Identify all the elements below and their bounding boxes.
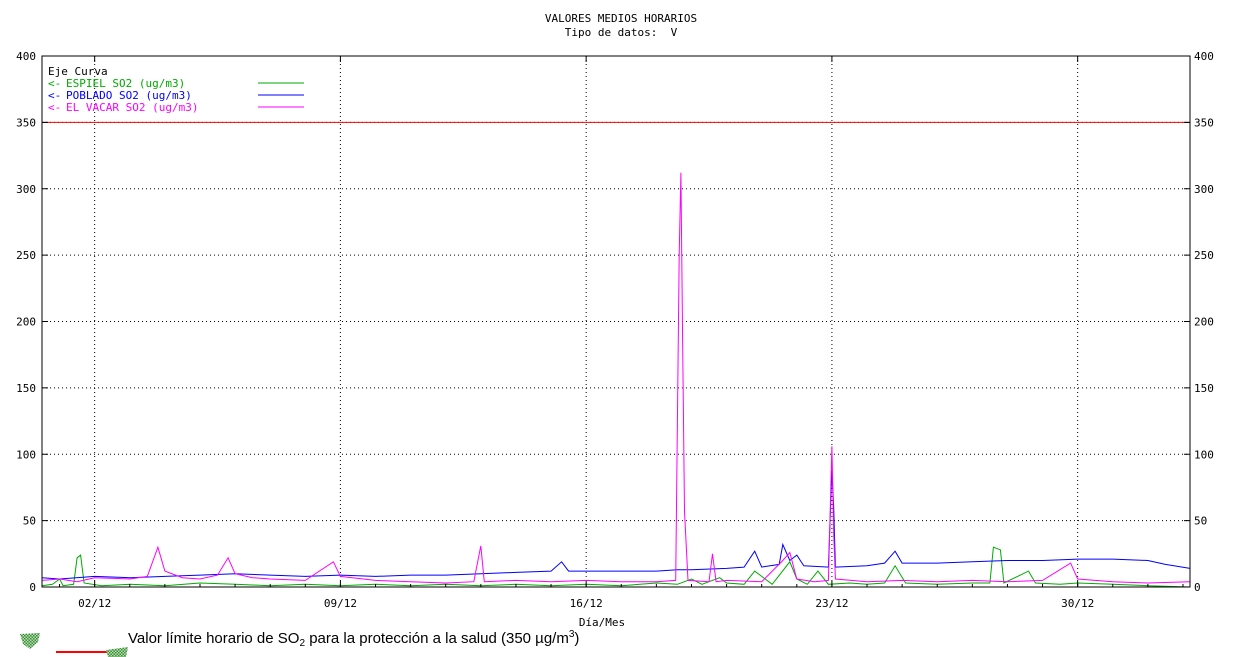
x-ticks: 02/12 09/12 16/12 23/12 30/12 bbox=[59, 56, 1184, 610]
y-tick-label: 350 bbox=[16, 116, 36, 129]
y-tick-label: 50 bbox=[23, 515, 36, 528]
y-tick-label: 300 bbox=[16, 183, 36, 196]
y-tick-label-right: 100 bbox=[1194, 448, 1214, 461]
y-tick-label-right: 350 bbox=[1194, 116, 1214, 129]
legend-series-name: ESPIEL SO2 (ug/m3) bbox=[66, 77, 185, 90]
y-tick-label-right: 0 bbox=[1194, 581, 1201, 594]
y-tick-label-right: 400 bbox=[1194, 50, 1214, 63]
y-tick-label-right: 50 bbox=[1194, 515, 1207, 528]
y-tick-label: 0 bbox=[29, 581, 36, 594]
series-line-1 bbox=[41, 546, 1191, 588]
legend-series-name: POBLADO SO2 (ug/m3) bbox=[66, 89, 192, 102]
x-tick-label: 09/12 bbox=[324, 597, 357, 610]
x-tick-label: 23/12 bbox=[815, 597, 848, 610]
y-tick-label-right: 150 bbox=[1194, 382, 1214, 395]
limit-note-sup: 3 bbox=[568, 629, 575, 640]
limit-line-swatch bbox=[56, 651, 116, 653]
limit-note-sub: 2 bbox=[299, 638, 306, 649]
y-ticks: 0 0 50 50 100 100 150 150 200 200 250 250 300 300 350 3… bbox=[16, 50, 1214, 594]
x-tick-label: 30/12 bbox=[1061, 597, 1094, 610]
legend-axis-marker: <- bbox=[48, 101, 61, 114]
series-line-3 bbox=[41, 172, 1191, 584]
grid bbox=[42, 56, 1190, 587]
limit-note-main: Valor límite horario de SO bbox=[128, 630, 300, 647]
y-tick-label: 150 bbox=[16, 382, 36, 395]
limit-note-mid: para la protección a la salud (350 µg/m bbox=[305, 630, 569, 647]
y-tick-label-right: 200 bbox=[1194, 316, 1214, 329]
legend-axis-marker: <- bbox=[48, 77, 61, 90]
y-tick-label: 250 bbox=[16, 249, 36, 262]
series-line-2 bbox=[41, 470, 1191, 580]
chart-subtitle: Tipo de datos: V bbox=[565, 26, 678, 39]
y-tick-label: 200 bbox=[16, 316, 36, 329]
y-tick-label-right: 300 bbox=[1194, 183, 1214, 196]
hatched-logo-icon bbox=[20, 633, 40, 649]
legend-series-name: EL VACAR SO2 (ug/m3) bbox=[66, 101, 198, 114]
x-tick-label: 16/12 bbox=[570, 597, 603, 610]
y-tick-label: 400 bbox=[16, 50, 36, 63]
hatched-marker-icon bbox=[106, 647, 128, 657]
x-tick-label: 02/12 bbox=[78, 597, 111, 610]
limit-note-end: ) bbox=[574, 630, 580, 647]
legend-axis-marker: <- bbox=[48, 89, 61, 102]
legend-header: Eje Curva bbox=[48, 65, 108, 78]
legend: Eje Curva <- ESPIEL SO2 (ug/m3) <- POBLADO … bbox=[48, 65, 304, 114]
chart-title: VALORES MEDIOS HORARIOS bbox=[545, 12, 697, 25]
limit-note: Valor límite horario de SO2 para la prot… bbox=[128, 629, 579, 657]
x-axis-label: Día/Mes bbox=[579, 616, 625, 629]
y-tick-label-right: 250 bbox=[1194, 249, 1214, 262]
y-tick-label: 100 bbox=[16, 448, 36, 461]
series-group bbox=[41, 172, 1191, 588]
